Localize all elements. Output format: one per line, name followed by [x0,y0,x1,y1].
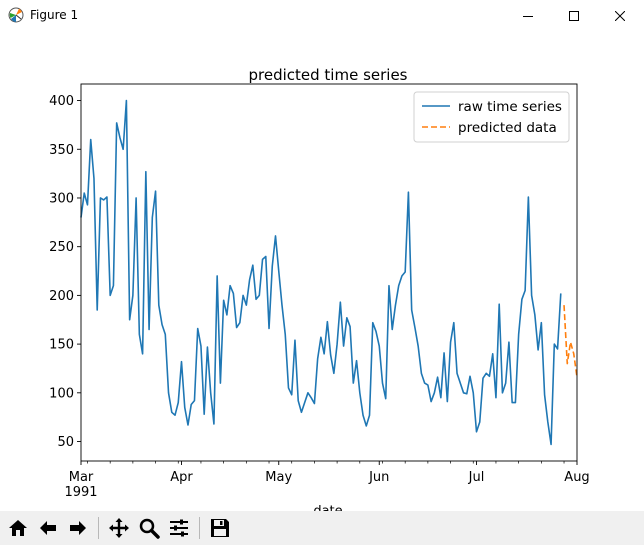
close-button[interactable] [597,0,643,31]
x-tick-label: Apr [170,470,193,485]
x-tick-label: May [265,470,292,485]
window-titlebar: Figure 1 [0,0,644,31]
chart-title: predicted time series [248,66,407,84]
navigation-toolbar [0,511,644,545]
save-icon [211,519,229,537]
zoom-button[interactable] [136,515,162,541]
y-tick-label: 200 [49,289,74,304]
y-tick-label: 250 [49,240,74,255]
home-button[interactable] [5,515,31,541]
configure-subplots-button[interactable] [166,515,192,541]
back-button[interactable] [35,515,61,541]
x-tick-sublabel: 1991 [64,485,97,500]
y-tick-label: 100 [49,386,74,401]
minimize-button[interactable] [505,0,551,31]
maximize-icon [569,10,579,21]
pan-icon [109,518,129,538]
y-tick-label: 50 [57,435,74,450]
x-tick-label: Jun [368,470,389,485]
x-tick-label: Aug [564,470,589,485]
legend-label: predicted data [458,120,557,136]
x-tick-label: Jul [468,470,485,485]
legend-box [413,91,570,143]
legend-label: raw time series [458,99,562,115]
line-chart: predicted time series date 50 100 150 200 25… [49,66,590,511]
zoom-icon [139,518,160,539]
save-button[interactable] [207,515,233,541]
series-line-predicted-data [563,305,578,378]
y-tick-label: 350 [49,143,74,158]
series-line-raw-time-series [80,99,562,446]
legend: raw time series predicted data [413,91,570,143]
y-tick-label: 150 [49,338,74,353]
home-icon [9,520,27,536]
x-tick-label: Mar [69,470,94,485]
close-icon [615,10,625,21]
x-axis-label: date [313,504,342,511]
axes-frame [80,83,578,462]
matplotlib-logo-icon [8,7,24,23]
back-arrow-icon [40,521,56,535]
forward-arrow-icon [70,521,86,535]
forward-button[interactable] [65,515,91,541]
toolbar-separator [199,517,200,539]
figure-canvas[interactable]: predicted time series date 50 100 150 200 25… [0,31,644,511]
toolbar-separator [98,517,99,539]
pan-button[interactable] [106,515,132,541]
minimize-icon [523,15,533,17]
configure-subplots-icon [170,519,188,537]
y-tick-label: 400 [49,94,74,109]
window-title: Figure 1 [30,8,79,22]
maximize-button[interactable] [551,0,597,31]
y-tick-label: 300 [49,191,74,206]
